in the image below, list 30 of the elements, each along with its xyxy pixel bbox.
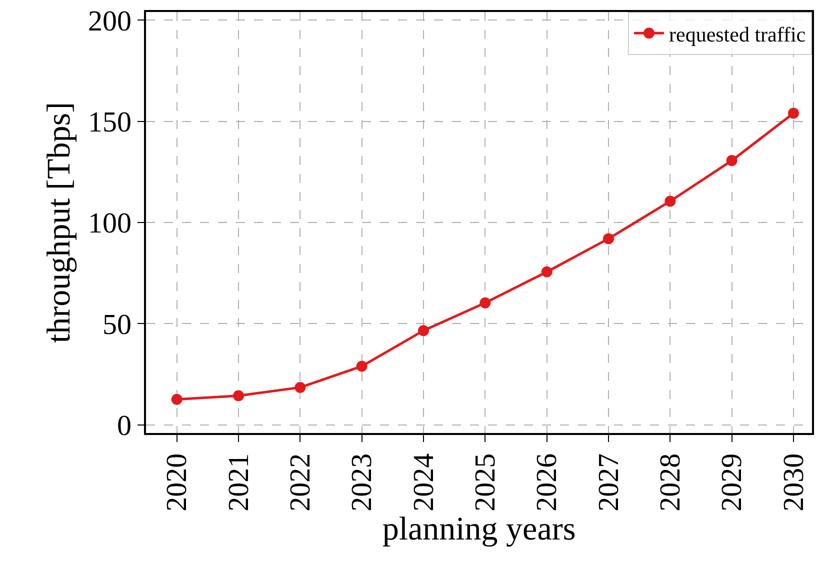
point — [726, 155, 738, 166]
x-axis-title: planning years — [382, 511, 576, 548]
point — [541, 266, 552, 278]
x-tick-label: 2030 — [778, 453, 810, 512]
point — [171, 394, 182, 405]
point — [294, 382, 306, 393]
point — [603, 233, 614, 244]
x-tick-label: 2020 — [161, 453, 194, 512]
point — [233, 390, 244, 402]
y-tick-label: 50 — [102, 308, 132, 341]
y-tick-label: 200 — [88, 5, 132, 38]
legend-label: requested traffic — [669, 22, 806, 46]
point — [356, 360, 368, 372]
x-tick-label: 2028 — [654, 453, 687, 512]
x-tick-label: 2023 — [346, 453, 378, 512]
x-tick-label: 2026 — [531, 453, 564, 512]
x-tick-label: 2022 — [284, 453, 317, 512]
x-tick-label: 2029 — [716, 453, 748, 512]
point — [788, 108, 799, 119]
x-tick-label: 2021 — [222, 453, 255, 512]
x-tick-label: 2025 — [470, 453, 502, 512]
y-tick-label: 100 — [88, 208, 132, 240]
y-tick-label: 150 — [88, 106, 132, 138]
y-axis-title: throughput [Tbps] — [41, 102, 78, 344]
point — [418, 325, 429, 336]
y-tick-label: 0 — [116, 410, 132, 442]
x-tick-label: 2024 — [408, 452, 440, 512]
x-tick-label: 2027 — [592, 453, 625, 512]
point — [480, 297, 491, 308]
point — [664, 196, 676, 207]
